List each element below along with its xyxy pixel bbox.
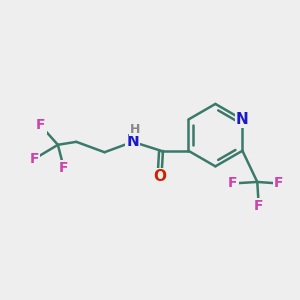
Text: F: F <box>228 176 238 190</box>
Text: N: N <box>126 134 139 149</box>
Text: N: N <box>236 112 249 127</box>
Text: O: O <box>153 169 166 184</box>
Text: F: F <box>36 118 45 133</box>
Text: F: F <box>59 161 69 175</box>
Text: F: F <box>274 176 284 190</box>
Text: F: F <box>254 199 263 213</box>
Text: H: H <box>129 123 140 136</box>
Text: F: F <box>29 152 39 166</box>
